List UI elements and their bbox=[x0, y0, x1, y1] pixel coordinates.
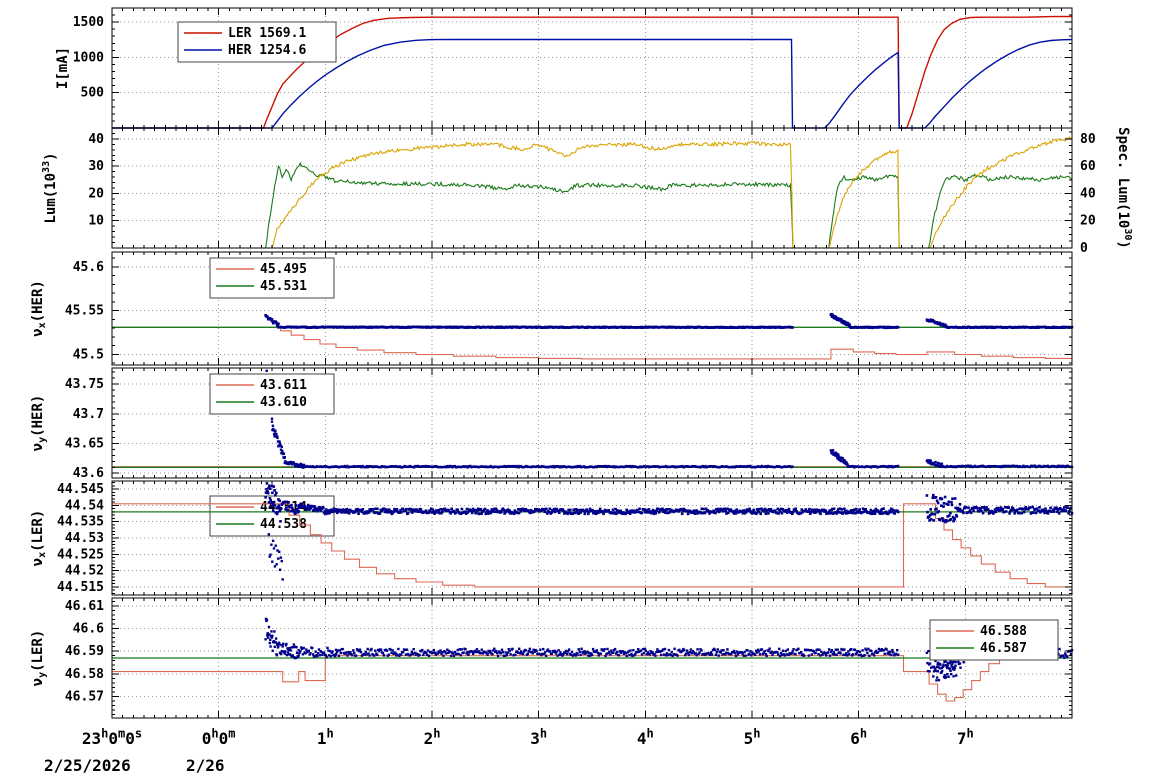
svg-text:44.525: 44.525 bbox=[57, 547, 104, 562]
svg-text:40: 40 bbox=[88, 131, 104, 146]
svg-text:43.65: 43.65 bbox=[65, 436, 104, 451]
svg-text:1000: 1000 bbox=[73, 50, 104, 65]
svg-text:30: 30 bbox=[88, 159, 104, 174]
svg-text:45.531: 45.531 bbox=[260, 279, 307, 294]
svg-text:0: 0 bbox=[1080, 241, 1088, 256]
series-ler-current bbox=[112, 15, 1073, 129]
svg-text:45.495: 45.495 bbox=[260, 262, 307, 277]
svg-text:43.7: 43.7 bbox=[73, 406, 104, 421]
svg-text:1500: 1500 bbox=[73, 15, 104, 30]
panel-nuy-her: 43.6 43.65 43.7 43.75 νy(HER) 43.611 43.610 bbox=[30, 367, 1074, 481]
y-axis-label: Lum(1033) bbox=[41, 152, 59, 223]
svg-text:60: 60 bbox=[1080, 159, 1096, 174]
panel-nux-ler: 44.51444.53844.51544.5244.52544.5344.535… bbox=[30, 480, 1074, 596]
panel-luminosity: 0 20 40 60 80 Spec. Lum(1030) 10 20 30 40 Lum(1033… bbox=[41, 127, 1133, 255]
tick-marks bbox=[111, 252, 1073, 365]
series-nux-ler-set bbox=[112, 503, 1073, 589]
series-lum bbox=[112, 161, 1073, 249]
svg-text:44.53: 44.53 bbox=[65, 531, 104, 546]
series-nux-ler-measured bbox=[264, 482, 1074, 581]
date-label-start: 2/25/2026 bbox=[44, 756, 131, 775]
legend-nux-her: 45.495 45.531 bbox=[209, 257, 335, 299]
svg-text:43.75: 43.75 bbox=[65, 377, 104, 392]
svg-text:νx(HER): νx(HER) bbox=[30, 280, 48, 337]
svg-text:40: 40 bbox=[1080, 186, 1096, 201]
panel-frame bbox=[111, 127, 1073, 249]
svg-text:44.545: 44.545 bbox=[57, 482, 104, 497]
series-her-current bbox=[112, 38, 1073, 129]
series-nux-her-measured bbox=[264, 312, 1074, 330]
svg-text:20: 20 bbox=[88, 186, 104, 201]
svg-text:44.54: 44.54 bbox=[65, 498, 104, 513]
svg-text:I[mA]: I[mA] bbox=[55, 47, 71, 89]
svg-text:45.6: 45.6 bbox=[73, 259, 104, 274]
svg-text:44.515: 44.515 bbox=[57, 579, 104, 594]
series-spec-lum bbox=[112, 136, 1073, 249]
svg-text:10: 10 bbox=[88, 213, 104, 228]
gridlines bbox=[112, 128, 1072, 248]
y-axis-label: νy(HER) bbox=[30, 395, 48, 452]
tick-marks bbox=[111, 481, 1073, 595]
tick-marks bbox=[111, 598, 1073, 718]
svg-text:43.610: 43.610 bbox=[260, 395, 307, 410]
svg-text:Spec. Lum(1030): Spec. Lum(1030) bbox=[1115, 127, 1133, 249]
svg-text:43.6: 43.6 bbox=[73, 466, 104, 481]
svg-text:44.538: 44.538 bbox=[260, 517, 307, 532]
series-nuy-her-measured bbox=[265, 369, 1074, 469]
svg-text:44.535: 44.535 bbox=[57, 514, 104, 529]
svg-text:44.52: 44.52 bbox=[65, 563, 104, 578]
y-axis-label: I[mA] bbox=[55, 47, 71, 89]
svg-text:500: 500 bbox=[81, 85, 105, 100]
y2-axis-label: Spec. Lum(1030) bbox=[1115, 127, 1133, 249]
svg-text:Lum(1033): Lum(1033) bbox=[41, 152, 59, 223]
svg-text:νy(HER): νy(HER) bbox=[30, 395, 48, 452]
y-axis-label: νx(LER) bbox=[30, 510, 48, 567]
svg-text:LER 1569.1: LER 1569.1 bbox=[228, 26, 306, 41]
svg-text:νx(LER): νx(LER) bbox=[30, 510, 48, 567]
y-axis-label: νy(LER) bbox=[30, 630, 48, 687]
tick-marks bbox=[111, 127, 1073, 249]
svg-text:45.55: 45.55 bbox=[65, 303, 104, 318]
legend-nuy-her: 43.611 43.610 bbox=[209, 373, 335, 415]
x-axis-labels: 23h0m0s 0h0m 1h 2h 3h 4h 5h 6h 7h bbox=[82, 726, 974, 748]
legend-beam-current: LER 1569.1 HER 1254.6 bbox=[177, 21, 337, 63]
y-axis-label: νx(HER) bbox=[30, 280, 48, 337]
svg-text:45.5: 45.5 bbox=[73, 347, 104, 362]
date-label-next-day: 2/26 bbox=[186, 756, 225, 775]
tick-marks bbox=[111, 368, 1073, 478]
svg-text:20: 20 bbox=[1080, 213, 1096, 228]
panel-nux-her: 45.5 45.55 45.6 νx(HER) 45.495 45.531 bbox=[30, 251, 1074, 366]
svg-text:43.611: 43.611 bbox=[260, 378, 307, 393]
series-nuy-ler-set bbox=[112, 655, 1072, 702]
svg-text:80: 80 bbox=[1080, 131, 1096, 146]
panel-beam-current: 500 1000 1500 I[mA] LER 1569.1 HER 1254.6 bbox=[55, 7, 1073, 129]
svg-text:HER 1254.6: HER 1254.6 bbox=[228, 43, 306, 58]
